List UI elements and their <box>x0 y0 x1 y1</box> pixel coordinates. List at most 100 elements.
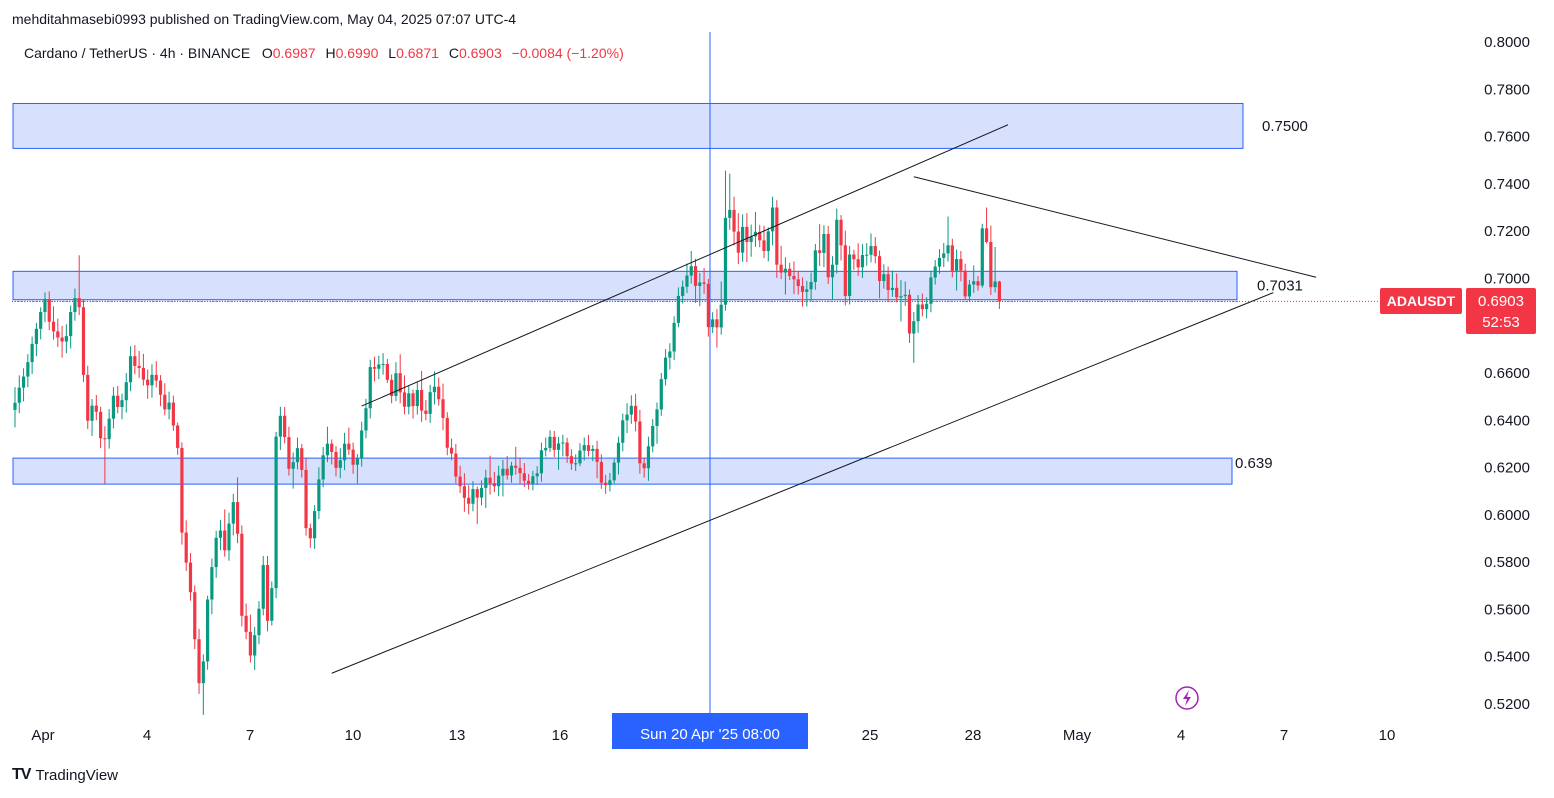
y-tick-label: 0.7800 <box>1484 81 1530 98</box>
candle-body <box>860 255 865 268</box>
candle-body <box>698 282 702 286</box>
candle-body <box>21 376 26 388</box>
candle-body <box>950 245 954 271</box>
candle-body <box>235 502 240 534</box>
candle-body <box>197 639 201 684</box>
candle-body <box>338 460 342 468</box>
y-tick-label: 0.5400 <box>1484 649 1530 666</box>
candle-body <box>955 259 959 271</box>
candle-body <box>26 362 30 377</box>
candles-layer <box>13 170 1001 715</box>
candle-body <box>107 418 111 440</box>
candle-body <box>441 399 445 418</box>
badges-layer: ADAUSDT 0.6903 52:53 <box>1175 288 1536 710</box>
candle-body <box>47 298 51 322</box>
candle-body <box>835 219 839 265</box>
candle-body <box>749 236 753 243</box>
candle-body <box>933 266 937 278</box>
candle-body <box>822 233 826 253</box>
candle-body <box>984 228 989 243</box>
candle-body <box>347 443 351 450</box>
candle-body <box>556 443 561 450</box>
candle-body <box>111 395 116 419</box>
candle-body <box>792 276 796 280</box>
price-badge <box>1466 288 1536 334</box>
candle-body <box>993 281 997 288</box>
candle-body <box>912 321 916 334</box>
x-tick-label: 10 <box>1379 727 1396 744</box>
candle-body <box>270 588 274 621</box>
symbol-label[interactable]: Cardano / TetherUS · 4h · BINANCE <box>24 45 251 61</box>
candle-body <box>120 400 124 408</box>
candle-body <box>325 443 330 456</box>
candle-body <box>291 462 295 469</box>
candle-body <box>488 477 492 484</box>
x-tick-label: Apr <box>31 727 54 744</box>
candle-body <box>377 364 381 369</box>
candle-body <box>497 475 501 487</box>
x-tick-label: 10 <box>345 727 362 744</box>
candle-body <box>304 469 308 529</box>
candle-body <box>800 285 805 292</box>
candle-body <box>334 451 338 468</box>
y-tick-label: 0.6400 <box>1484 412 1530 429</box>
low-value: 0.6871 <box>396 45 439 61</box>
candle-body <box>574 463 578 465</box>
candle-body <box>402 392 407 407</box>
candle-body <box>184 532 188 563</box>
candle-body <box>458 476 462 487</box>
candle-body <box>655 409 659 426</box>
x-tick-label: 4 <box>143 727 151 744</box>
y-tick-label: 0.5200 <box>1484 696 1530 713</box>
y-tick-label: 0.6200 <box>1484 460 1530 477</box>
candle-body <box>449 447 454 454</box>
candle-body <box>907 294 912 334</box>
candle-body <box>642 463 646 469</box>
zone-box <box>12 457 1233 485</box>
zones-layer: 0.7500 0.7031 0.639 <box>12 102 1308 485</box>
candle-body <box>364 408 368 431</box>
candle-body <box>753 231 758 237</box>
candle-body <box>64 336 68 342</box>
candle-body <box>599 461 603 483</box>
candle-body <box>616 442 621 463</box>
candle-body <box>595 448 599 462</box>
candle-body <box>240 533 244 616</box>
candle-body <box>852 254 856 260</box>
candle-body <box>253 635 257 656</box>
change-value: −0.0084 (−1.20%) <box>511 45 624 61</box>
candle-body <box>484 477 488 488</box>
candle-body <box>244 615 248 632</box>
candle-body <box>663 357 668 380</box>
candle-body <box>535 473 539 477</box>
close-value: 0.6903 <box>458 45 502 61</box>
zone-label: 0.639 <box>1235 455 1273 472</box>
candle-body <box>719 304 723 328</box>
candle-body <box>689 266 693 276</box>
candle-body <box>548 436 552 448</box>
candle-body <box>505 468 509 476</box>
candle-body <box>591 448 595 452</box>
candle-body <box>407 393 411 407</box>
candle-body <box>693 266 698 286</box>
candle-body <box>882 274 886 282</box>
candle-body <box>586 445 591 452</box>
candle-body <box>415 390 419 407</box>
candle-body <box>261 564 265 609</box>
candle-body <box>895 287 899 298</box>
candle-body <box>728 209 732 218</box>
tradingview-brand[interactable]: TV TradingView <box>12 766 118 784</box>
candle-body <box>154 374 158 381</box>
open-value: 0.6987 <box>272 45 316 61</box>
x-tick-label: 13 <box>449 727 466 744</box>
candle-body <box>646 446 651 469</box>
candle-body <box>514 465 518 468</box>
x-tick-label: May <box>1063 727 1092 744</box>
candle-body <box>77 298 81 308</box>
candle-body <box>180 447 184 533</box>
candle-body <box>214 537 218 568</box>
candle-body <box>608 480 612 486</box>
candle-body <box>813 250 817 282</box>
candle-body <box>313 511 317 539</box>
